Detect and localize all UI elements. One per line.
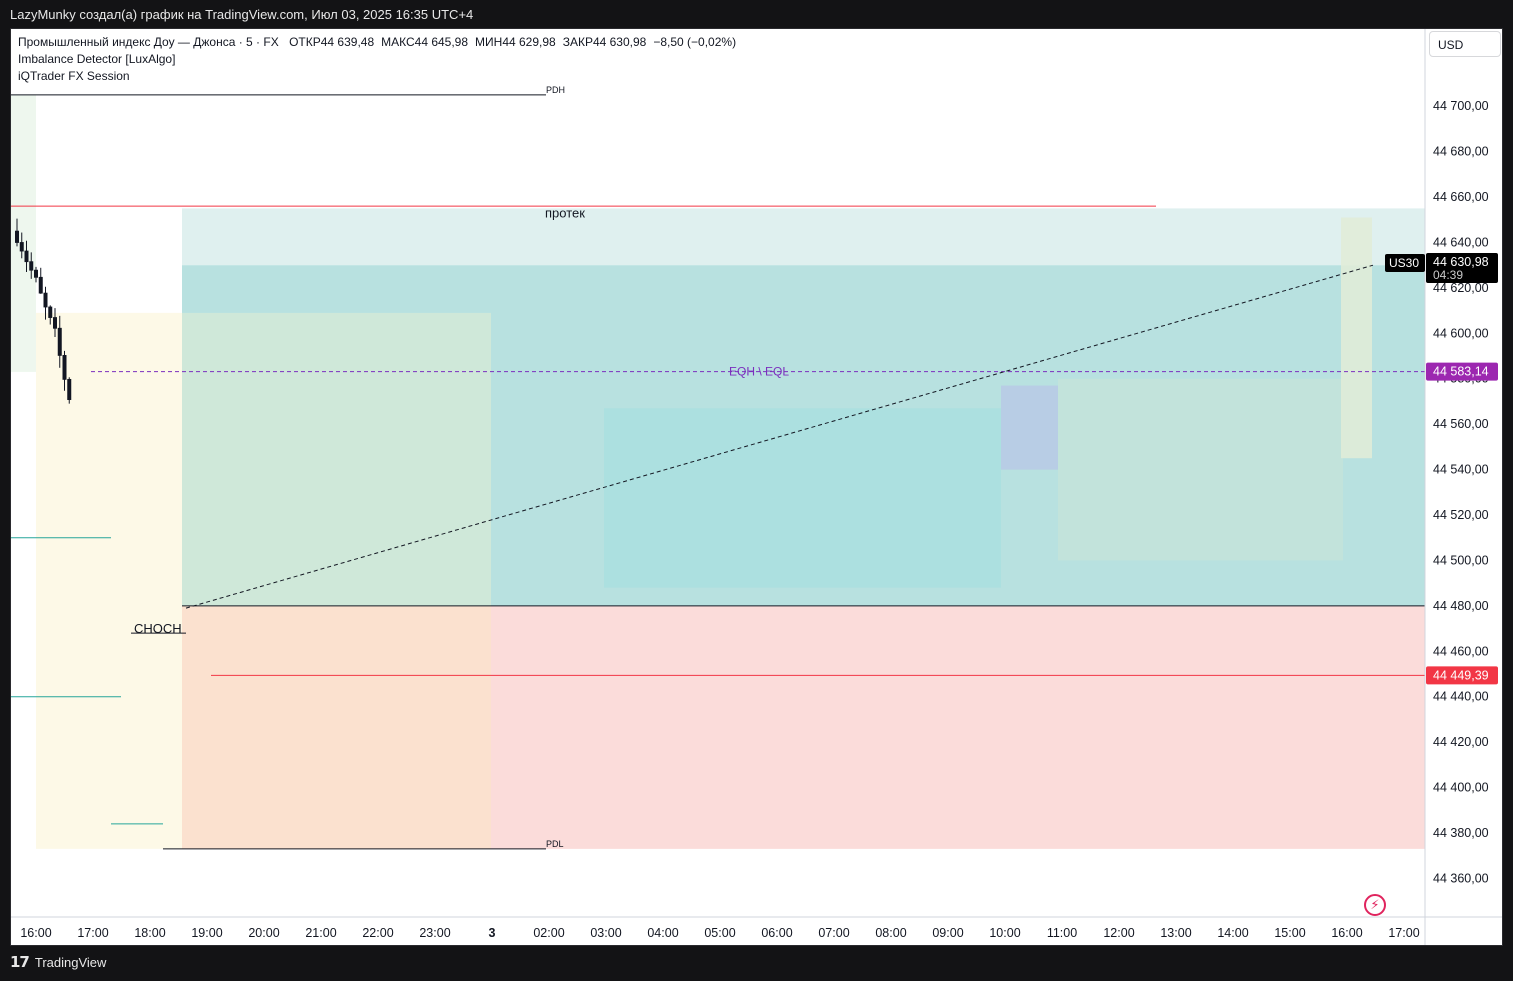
session-box-ny-am xyxy=(604,408,1001,588)
x-tick-label: 19:00 xyxy=(191,926,222,940)
candle-down xyxy=(33,269,38,278)
y-tick-label: 44 460,00 xyxy=(1433,644,1489,658)
red-price-tag[interactable] xyxy=(1426,666,1498,685)
legend-ohlc-item: ОТКР44 639,48 xyxy=(289,35,375,49)
session-box-asia xyxy=(36,312,182,849)
y-tick-label: 44 500,00 xyxy=(1433,553,1489,567)
x-tick-label: 06:00 xyxy=(761,926,792,940)
y-tick-label: 44 440,00 xyxy=(1433,690,1489,704)
legend-ohlc-item: −8,50 (−0,02%) xyxy=(653,35,737,49)
legend-symbol[interactable]: Промышленный индекс Доу — Джонса · 5 · F… xyxy=(18,35,279,49)
candle-down xyxy=(24,250,29,263)
attribution-bar: LazyMunky создал(а) график на TradingVie… xyxy=(0,0,1513,28)
x-tick-label: 07:00 xyxy=(818,926,849,940)
footer-brand: 𝟭𝟳 TradingView xyxy=(10,953,106,971)
price-chart[interactable]: PDH PDL протек EQH \ EQL CHOCH 44 700,00 44 68… xyxy=(11,29,1502,945)
y-tick-label: 44 420,00 xyxy=(1433,735,1489,749)
eq-price-text: 44 583,14 xyxy=(1433,365,1489,379)
candle-down xyxy=(38,276,43,294)
symbol-tag-text: US30 xyxy=(1389,256,1419,270)
y-tick-label: 44 620,00 xyxy=(1433,281,1489,295)
last-price-text: 44 630,98 xyxy=(1433,255,1489,269)
eq-label: EQH \ EQL xyxy=(729,365,789,379)
x-tick-label: 21:00 xyxy=(305,926,336,940)
x-tick-label: 17:00 xyxy=(1388,926,1419,940)
x-tick-label: 09:00 xyxy=(932,926,963,940)
y-tick-label: 44 520,00 xyxy=(1433,508,1489,522)
y-tick-label: 44 660,00 xyxy=(1433,190,1489,204)
x-tick-label: 12:00 xyxy=(1103,926,1134,940)
brand-name: TradingView xyxy=(34,954,107,970)
red-price-text: 44 449,39 xyxy=(1433,668,1489,682)
y-tick-label: 44 560,00 xyxy=(1433,417,1489,431)
y-tick-label: 44 600,00 xyxy=(1433,326,1489,340)
candle-down xyxy=(15,230,20,243)
legend-indicator-imbalance[interactable]: Imbalance Detector [LuxAlgo] xyxy=(18,52,176,66)
y-tick-label: 44 680,00 xyxy=(1433,145,1489,159)
session-box-ny-pm xyxy=(1058,378,1343,561)
attribution-text: LazyMunky создал(а) график на TradingVie… xyxy=(10,7,474,22)
legend-ohlc-item: МАКС44 645,98 xyxy=(381,35,469,49)
y-tick-label: 44 640,00 xyxy=(1433,235,1489,249)
y-tick-label: 44 700,00 xyxy=(1433,99,1489,113)
x-tick-label: 14:00 xyxy=(1217,926,1248,940)
session-box-early xyxy=(11,94,36,372)
protek-label: протек xyxy=(545,206,585,221)
x-tick-label: 3 xyxy=(489,926,496,940)
x-tick-label: 16:00 xyxy=(1331,926,1362,940)
symbol-tag[interactable] xyxy=(1385,253,1425,272)
y-tick-label: 44 360,00 xyxy=(1433,871,1489,885)
chart-legend: Промышленный индекс Доу — Джонса · 5 · F… xyxy=(18,34,736,85)
x-tick-label: 15:00 xyxy=(1274,926,1305,940)
x-tick-label: 05:00 xyxy=(704,926,735,940)
countdown-text: 04:39 xyxy=(1433,268,1463,282)
choch-label: CHOCH xyxy=(134,621,182,636)
session-box-late xyxy=(1341,217,1372,459)
session-box-london-lower xyxy=(182,605,491,849)
x-tick-label: 02:00 xyxy=(533,926,564,940)
x-tick-label: 08:00 xyxy=(875,926,906,940)
trendline xyxy=(185,264,1374,609)
imbalance-box-11 xyxy=(1001,385,1058,470)
x-tick-label: 04:00 xyxy=(647,926,678,940)
y-tick-label: 44 480,00 xyxy=(1433,599,1489,613)
candle-down xyxy=(67,378,72,400)
y-tick-label: 44 400,00 xyxy=(1433,781,1489,795)
tv-logo-icon: 𝟭𝟳 xyxy=(10,954,30,971)
x-tick-label: 13:00 xyxy=(1160,926,1191,940)
legend-symbol-row: Промышленный индекс Доу — Джонса · 5 · F… xyxy=(18,34,736,51)
candle-down xyxy=(43,292,48,308)
pdl-label: PDL xyxy=(546,839,564,849)
candle-down xyxy=(48,306,53,318)
candle-down xyxy=(19,242,24,252)
y-tick-label: 44 380,00 xyxy=(1433,826,1489,840)
pdh-label: PDH xyxy=(546,85,565,95)
x-tick-label: 11:00 xyxy=(1047,926,1077,940)
eq-price-tag[interactable] xyxy=(1426,362,1498,381)
last-price-tag[interactable] xyxy=(1426,252,1498,283)
legend-ohlc-item: МИН44 629,98 xyxy=(475,35,556,49)
x-tick-label: 17:00 xyxy=(77,926,108,940)
x-tick-label: 10:00 xyxy=(989,926,1020,940)
y-tick-label: 44 540,00 xyxy=(1433,463,1489,477)
x-tick-label: 16:00 xyxy=(20,926,51,940)
legend-ohlc: ОТКР44 639,48 МАКС44 645,98 МИН44 629,98 ЗА… xyxy=(282,35,736,49)
x-tick-label: 23:00 xyxy=(419,926,450,940)
session-box-london-upper xyxy=(182,312,491,606)
x-tick-label: 03:00 xyxy=(590,926,621,940)
candle-down xyxy=(53,317,58,329)
x-tick-label: 18:00 xyxy=(134,926,165,940)
currency-button[interactable]: USD xyxy=(1429,31,1501,57)
x-tick-label: 22:00 xyxy=(362,926,393,940)
candle-down xyxy=(29,261,34,271)
candle-down xyxy=(62,355,67,380)
legend-indicator-session[interactable]: iQTrader FX Session xyxy=(18,69,130,83)
legend-ohlc-item: ЗАКР44 630,98 xyxy=(562,35,647,49)
premium-zone-upper xyxy=(182,208,1425,266)
x-tick-label: 20:00 xyxy=(248,926,279,940)
candle-down xyxy=(57,327,62,356)
lightning-icon[interactable]: ⚡ xyxy=(1364,894,1386,916)
